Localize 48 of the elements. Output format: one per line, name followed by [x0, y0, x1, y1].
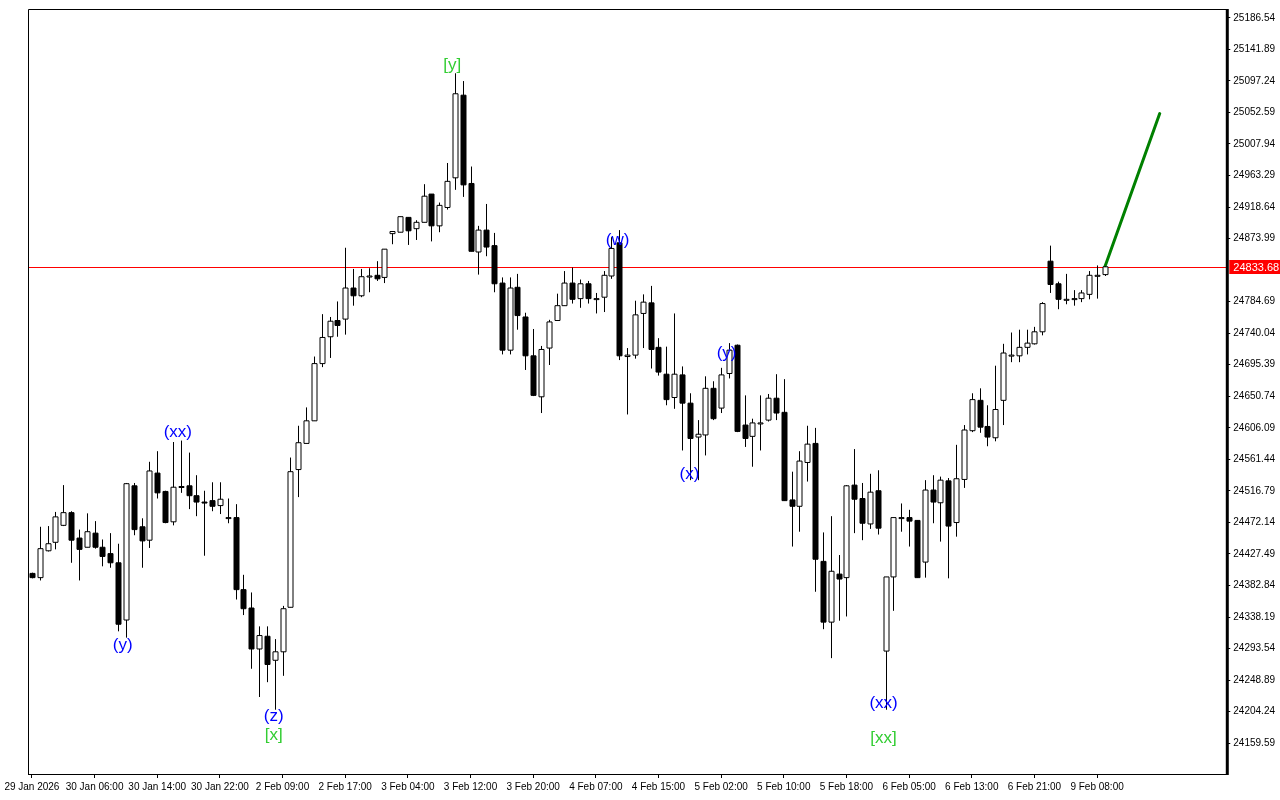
- annotation: [x]: [264, 725, 283, 745]
- x-tick-label: 3 Feb 20:00: [506, 780, 561, 792]
- y-tick-label: 24963.29: [1233, 169, 1276, 181]
- y-tick-label: 25097.24: [1233, 74, 1276, 86]
- y-tick-label: 24606.09: [1233, 421, 1276, 433]
- y-tick-label: 24561.44: [1233, 453, 1276, 465]
- y-tick-label: 25052.59: [1233, 106, 1276, 118]
- x-tick-label: 30 Jan 06:00: [65, 780, 124, 792]
- y-tick-label: 24784.69: [1233, 295, 1276, 307]
- y-tick-label: 25186.54: [1233, 11, 1276, 23]
- y-tick-label: 24293.54: [1233, 642, 1276, 654]
- x-tick-label: 2 Feb 09:00: [255, 780, 310, 792]
- annotation: (xx): [163, 421, 192, 441]
- x-tick-label: 6 Feb 21:00: [1007, 780, 1062, 792]
- y-tick-label: 24159.59: [1233, 736, 1276, 748]
- y-tick-label: 24695.39: [1233, 358, 1276, 370]
- y-tick-label: 24516.79: [1233, 484, 1276, 496]
- x-tick-label: 2 Feb 17:00: [318, 780, 373, 792]
- x-tick-label: 3 Feb 12:00: [443, 780, 498, 792]
- y-tick-label: 24248.89: [1233, 673, 1276, 685]
- x-tick-label: 29 Jan 2026: [4, 780, 60, 792]
- y-tick-label: 24204.24: [1233, 705, 1276, 717]
- x-tick-label: 9 Feb 08:00: [1070, 780, 1125, 792]
- x-tick-label: 4 Feb 15:00: [631, 780, 686, 792]
- x-tick-label: 30 Jan 14:00: [128, 780, 187, 792]
- x-tick-label: 6 Feb 05:00: [882, 780, 937, 792]
- x-tick-label: 3 Feb 04:00: [381, 780, 435, 792]
- annotation: [xx]: [870, 728, 897, 748]
- y-tick-label: 24873.99: [1233, 232, 1276, 244]
- annotation: (y): [112, 635, 133, 655]
- x-tick-label: 5 Feb 02:00: [694, 780, 749, 792]
- y-tick-label: 24338.19: [1233, 610, 1276, 622]
- y-tick-label: 25141.89: [1233, 43, 1276, 55]
- y-tick-label: 24472.14: [1233, 516, 1276, 528]
- annotation: (z): [263, 705, 284, 725]
- annotation: [y]: [443, 55, 462, 75]
- x-tick-label: 5 Feb 18:00: [819, 780, 874, 792]
- y-tick-label: 24427.49: [1233, 547, 1276, 559]
- y-tick-label: 24918.64: [1233, 200, 1276, 212]
- x-tick-label: 5 Feb 10:00: [757, 780, 811, 792]
- x-tick-label: 30 Jan 22:00: [190, 780, 250, 792]
- ref-line-label: 24833.68: [1233, 260, 1280, 273]
- y-tick-label: 24382.84: [1233, 579, 1276, 591]
- y-tick-label: 25007.94: [1233, 137, 1276, 149]
- y-tick-label: 24650.74: [1233, 390, 1276, 402]
- x-tick-label: 6 Feb 13:00: [945, 780, 999, 792]
- y-tick-label: 24740.04: [1233, 326, 1276, 338]
- x-tick-label: 4 Feb 07:00: [569, 780, 623, 792]
